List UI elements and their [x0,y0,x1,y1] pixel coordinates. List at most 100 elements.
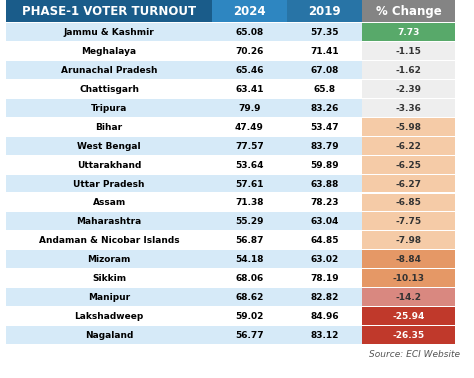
FancyBboxPatch shape [362,269,456,288]
FancyBboxPatch shape [6,230,474,231]
FancyBboxPatch shape [6,80,212,99]
Text: Uttar Pradesh: Uttar Pradesh [73,180,145,189]
Text: 59.02: 59.02 [235,312,264,321]
Text: 7.73: 7.73 [397,28,419,37]
FancyBboxPatch shape [6,60,474,61]
Text: 47.49: 47.49 [235,123,264,132]
FancyBboxPatch shape [6,211,474,212]
FancyBboxPatch shape [362,326,456,345]
FancyBboxPatch shape [6,136,474,137]
Text: Source: ECI Website: Source: ECI Website [369,350,460,359]
FancyBboxPatch shape [6,326,212,345]
FancyBboxPatch shape [362,42,456,61]
Text: % Change: % Change [375,5,441,18]
FancyBboxPatch shape [6,23,212,42]
Text: 65.46: 65.46 [235,66,264,75]
FancyBboxPatch shape [6,250,212,269]
FancyBboxPatch shape [212,0,287,23]
FancyBboxPatch shape [362,212,456,231]
FancyBboxPatch shape [6,137,212,156]
FancyBboxPatch shape [6,231,212,250]
FancyBboxPatch shape [287,23,362,42]
FancyBboxPatch shape [212,212,287,231]
Text: -1.62: -1.62 [396,66,421,75]
Text: -6.85: -6.85 [396,198,421,208]
Text: -3.36: -3.36 [396,104,421,113]
FancyBboxPatch shape [287,194,362,212]
FancyBboxPatch shape [6,79,474,80]
Text: Meghalaya: Meghalaya [82,47,137,56]
FancyBboxPatch shape [6,287,474,288]
FancyBboxPatch shape [287,61,362,80]
FancyBboxPatch shape [287,42,362,61]
Text: -8.84: -8.84 [395,255,421,264]
FancyBboxPatch shape [287,137,362,156]
Text: 59.89: 59.89 [310,161,338,170]
FancyBboxPatch shape [287,80,362,99]
Text: 68.62: 68.62 [235,293,264,302]
Text: 2024: 2024 [233,5,266,18]
Text: 71.41: 71.41 [310,47,338,56]
FancyBboxPatch shape [212,137,287,156]
Text: Nagaland: Nagaland [85,331,133,340]
FancyBboxPatch shape [212,269,287,288]
Text: 83.12: 83.12 [310,331,338,340]
Text: 63.04: 63.04 [310,217,338,226]
FancyBboxPatch shape [6,344,474,345]
FancyBboxPatch shape [212,118,287,137]
Text: -26.35: -26.35 [392,331,425,340]
Text: 53.47: 53.47 [310,123,338,132]
FancyBboxPatch shape [362,288,456,307]
Text: -7.75: -7.75 [395,217,421,226]
Text: -1.15: -1.15 [396,47,421,56]
FancyBboxPatch shape [287,156,362,175]
Text: -6.22: -6.22 [396,142,421,151]
Text: 2019: 2019 [308,5,341,18]
Text: -6.27: -6.27 [395,180,421,189]
FancyBboxPatch shape [6,118,212,137]
Text: -5.98: -5.98 [395,123,421,132]
FancyBboxPatch shape [212,23,287,42]
FancyBboxPatch shape [362,0,456,23]
FancyBboxPatch shape [212,307,287,326]
Text: 56.87: 56.87 [235,236,264,245]
Text: 57.61: 57.61 [235,180,264,189]
FancyBboxPatch shape [287,307,362,326]
Text: Lakshadweep: Lakshadweep [74,312,144,321]
FancyBboxPatch shape [6,307,212,326]
FancyBboxPatch shape [6,345,474,364]
FancyBboxPatch shape [287,231,362,250]
FancyBboxPatch shape [6,288,212,307]
Text: -7.98: -7.98 [395,236,421,245]
FancyBboxPatch shape [6,192,474,194]
Text: 78.19: 78.19 [310,274,338,283]
Text: PHASE-1 VOTER TURNOUT: PHASE-1 VOTER TURNOUT [22,5,196,18]
FancyBboxPatch shape [362,99,456,118]
FancyBboxPatch shape [362,194,456,212]
Text: Bihar: Bihar [96,123,123,132]
Text: -2.39: -2.39 [395,85,421,94]
FancyBboxPatch shape [6,175,212,194]
FancyBboxPatch shape [212,288,287,307]
FancyBboxPatch shape [362,80,456,99]
Text: 55.29: 55.29 [235,217,264,226]
FancyBboxPatch shape [212,326,287,345]
FancyBboxPatch shape [212,61,287,80]
FancyBboxPatch shape [362,307,456,326]
FancyBboxPatch shape [212,99,287,118]
FancyBboxPatch shape [362,250,456,269]
FancyBboxPatch shape [362,137,456,156]
Text: 79.9: 79.9 [238,104,261,113]
Text: 65.8: 65.8 [313,85,336,94]
Text: 63.88: 63.88 [310,180,338,189]
Text: Maharashtra: Maharashtra [76,217,142,226]
FancyBboxPatch shape [362,156,456,175]
FancyBboxPatch shape [6,155,474,156]
Text: -6.25: -6.25 [396,161,421,170]
FancyBboxPatch shape [212,42,287,61]
Text: 70.26: 70.26 [235,47,264,56]
FancyBboxPatch shape [212,175,287,194]
Text: 57.35: 57.35 [310,28,338,37]
Text: Uttarakhand: Uttarakhand [77,161,141,170]
FancyBboxPatch shape [6,42,212,61]
